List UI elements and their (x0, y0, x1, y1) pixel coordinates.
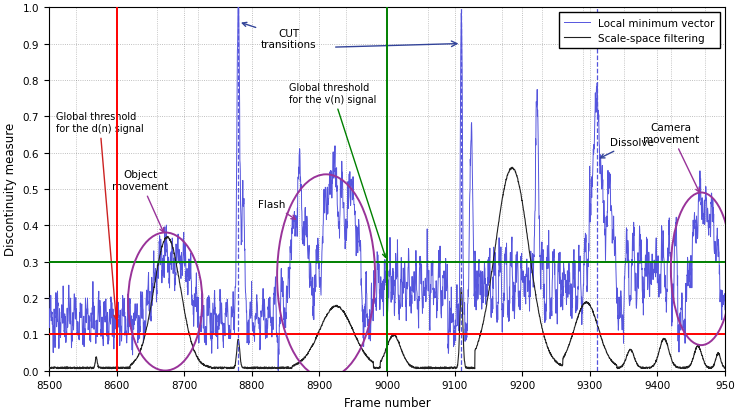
Local minimum vector (721, 307, 729, 312)
Scale-space filtering (708, 365, 717, 370)
Local minimum vector (304, 254, 313, 259)
Text: Camera
movement: Camera movement (643, 123, 700, 193)
Text: Global threshold
for the v(n) signal: Global threshold for the v(n) signal (289, 83, 386, 258)
Scale-space filtering (122, 366, 131, 371)
Local minimum vector (333, 214, 342, 219)
Scale-space filtering (333, 303, 342, 308)
Line: Local minimum vector: Local minimum vector (49, 8, 725, 370)
Text: Global threshold
for the d(n) signal: Global threshold for the d(n) signal (55, 112, 143, 319)
Local minimum vector (162, 250, 171, 255)
Scale-space filtering (721, 366, 729, 371)
Text: Dissolve: Dissolve (600, 138, 654, 159)
Local minimum vector (708, 202, 717, 207)
Legend: Local minimum vector, Scale-space filtering: Local minimum vector, Scale-space filter… (559, 13, 720, 49)
Scale-space filtering (44, 365, 53, 370)
Y-axis label: Discontinuity measure: Discontinuity measure (4, 123, 17, 256)
Local minimum vector (122, 332, 131, 337)
Scale-space filtering (162, 235, 171, 240)
Text: CUT
transitions: CUT transitions (242, 23, 317, 50)
X-axis label: Frame number: Frame number (344, 396, 430, 409)
Local minimum vector (635, 237, 644, 242)
Local minimum vector (234, 6, 242, 11)
Text: Object
movement: Object movement (112, 170, 168, 233)
Local minimum vector (273, 368, 282, 373)
Scale-space filtering (304, 350, 313, 355)
Local minimum vector (44, 306, 53, 311)
Line: Scale-space filtering: Scale-space filtering (49, 168, 725, 369)
Scale-space filtering (508, 166, 517, 171)
Scale-space filtering (635, 364, 644, 369)
Scale-space filtering (435, 366, 444, 371)
Text: Flash: Flash (259, 199, 296, 220)
